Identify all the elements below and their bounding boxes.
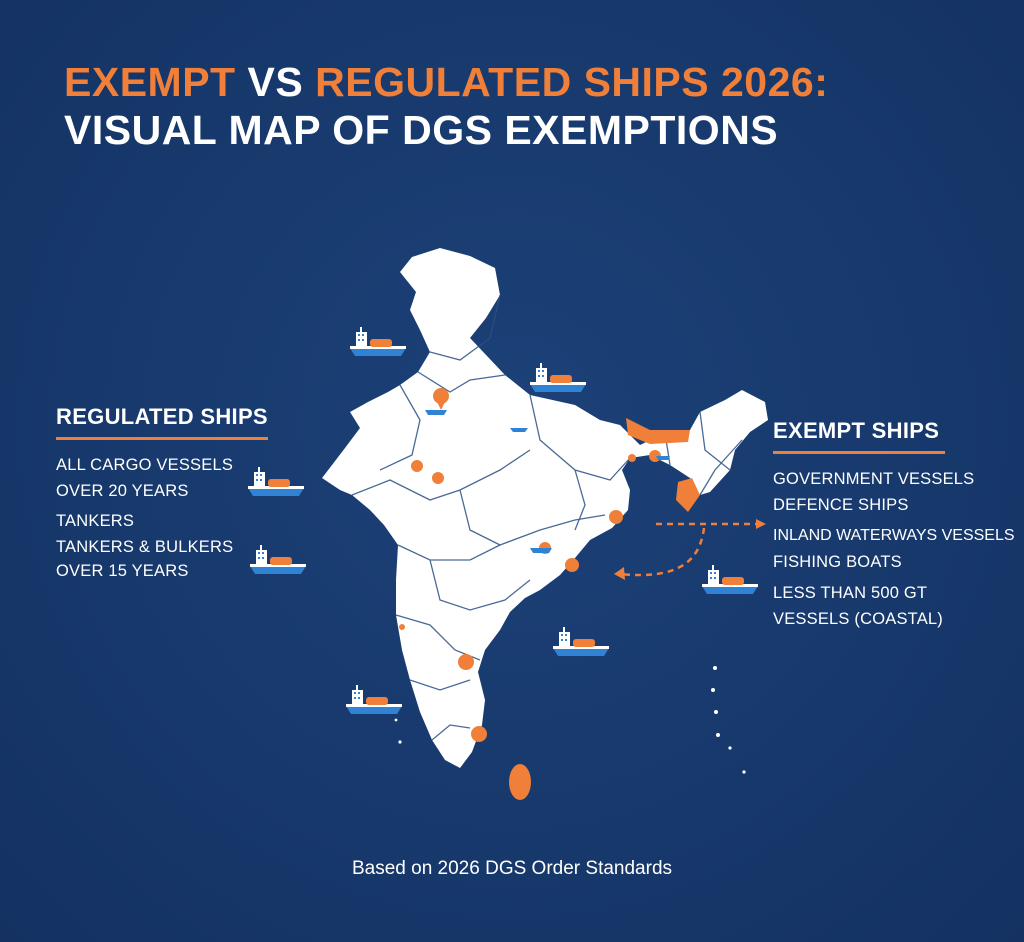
title-exempt: EXEMPT bbox=[64, 59, 236, 105]
title-regulated: REGULATED SHIPS 2026: bbox=[315, 59, 829, 105]
exempt-item: VESSELS (COASTAL) bbox=[773, 610, 943, 628]
exempt-item: FISHING BOATS bbox=[773, 553, 902, 571]
regulated-heading: REGULATED SHIPS bbox=[56, 404, 268, 429]
title-line-2: VISUAL MAP OF DGS EXEMPTIONS bbox=[64, 107, 779, 153]
page-title: EXEMPT VS REGULATED SHIPS 2026: VISUAL M… bbox=[64, 58, 828, 154]
arrow-head-left bbox=[614, 567, 625, 580]
exemption-arrow bbox=[619, 522, 756, 577]
state-borders bbox=[351, 294, 743, 741]
regulated-underline bbox=[56, 437, 268, 440]
cargo-ship-icon bbox=[702, 565, 758, 594]
regulated-item: TANKERS & BULKERS bbox=[56, 538, 234, 556]
inland-boat-icon bbox=[425, 410, 670, 553]
cargo-ship-icon bbox=[350, 327, 406, 356]
exempt-item: DEFENCE SHIPS bbox=[773, 496, 909, 514]
map-highlights bbox=[626, 418, 700, 512]
regulated-item: OVER 15 YEARS bbox=[56, 562, 189, 580]
cargo-ship-icon bbox=[250, 545, 306, 574]
exempt-item: GOVERNMENT VESSELS bbox=[773, 470, 975, 488]
regulated-item: ALL CARGO VESSELS bbox=[56, 456, 234, 474]
cargo-ship-icon bbox=[248, 467, 304, 496]
exempt-item: INLAND WATERWAYS VESSELS bbox=[773, 527, 1015, 544]
arrow-head-right bbox=[756, 519, 766, 529]
regulated-item: OVER 20 YEARS bbox=[56, 482, 189, 500]
cargo-ship-icon bbox=[346, 685, 402, 714]
footer-note: Based on 2026 DGS Order Standards bbox=[351, 858, 673, 879]
cargo-ship-icon bbox=[530, 363, 586, 392]
exempt-heading: EXEMPT SHIPS bbox=[773, 418, 940, 443]
exempt-underline bbox=[773, 451, 945, 454]
cargo-ship-icon bbox=[553, 627, 609, 656]
exempt-item: LESS THAN 500 GT bbox=[773, 584, 928, 602]
sri-lanka bbox=[509, 764, 531, 800]
andaman-islands bbox=[394, 666, 746, 774]
india-mainland bbox=[322, 248, 768, 768]
title-vs: VS bbox=[247, 59, 304, 105]
regulated-item: TANKERS bbox=[56, 512, 135, 530]
